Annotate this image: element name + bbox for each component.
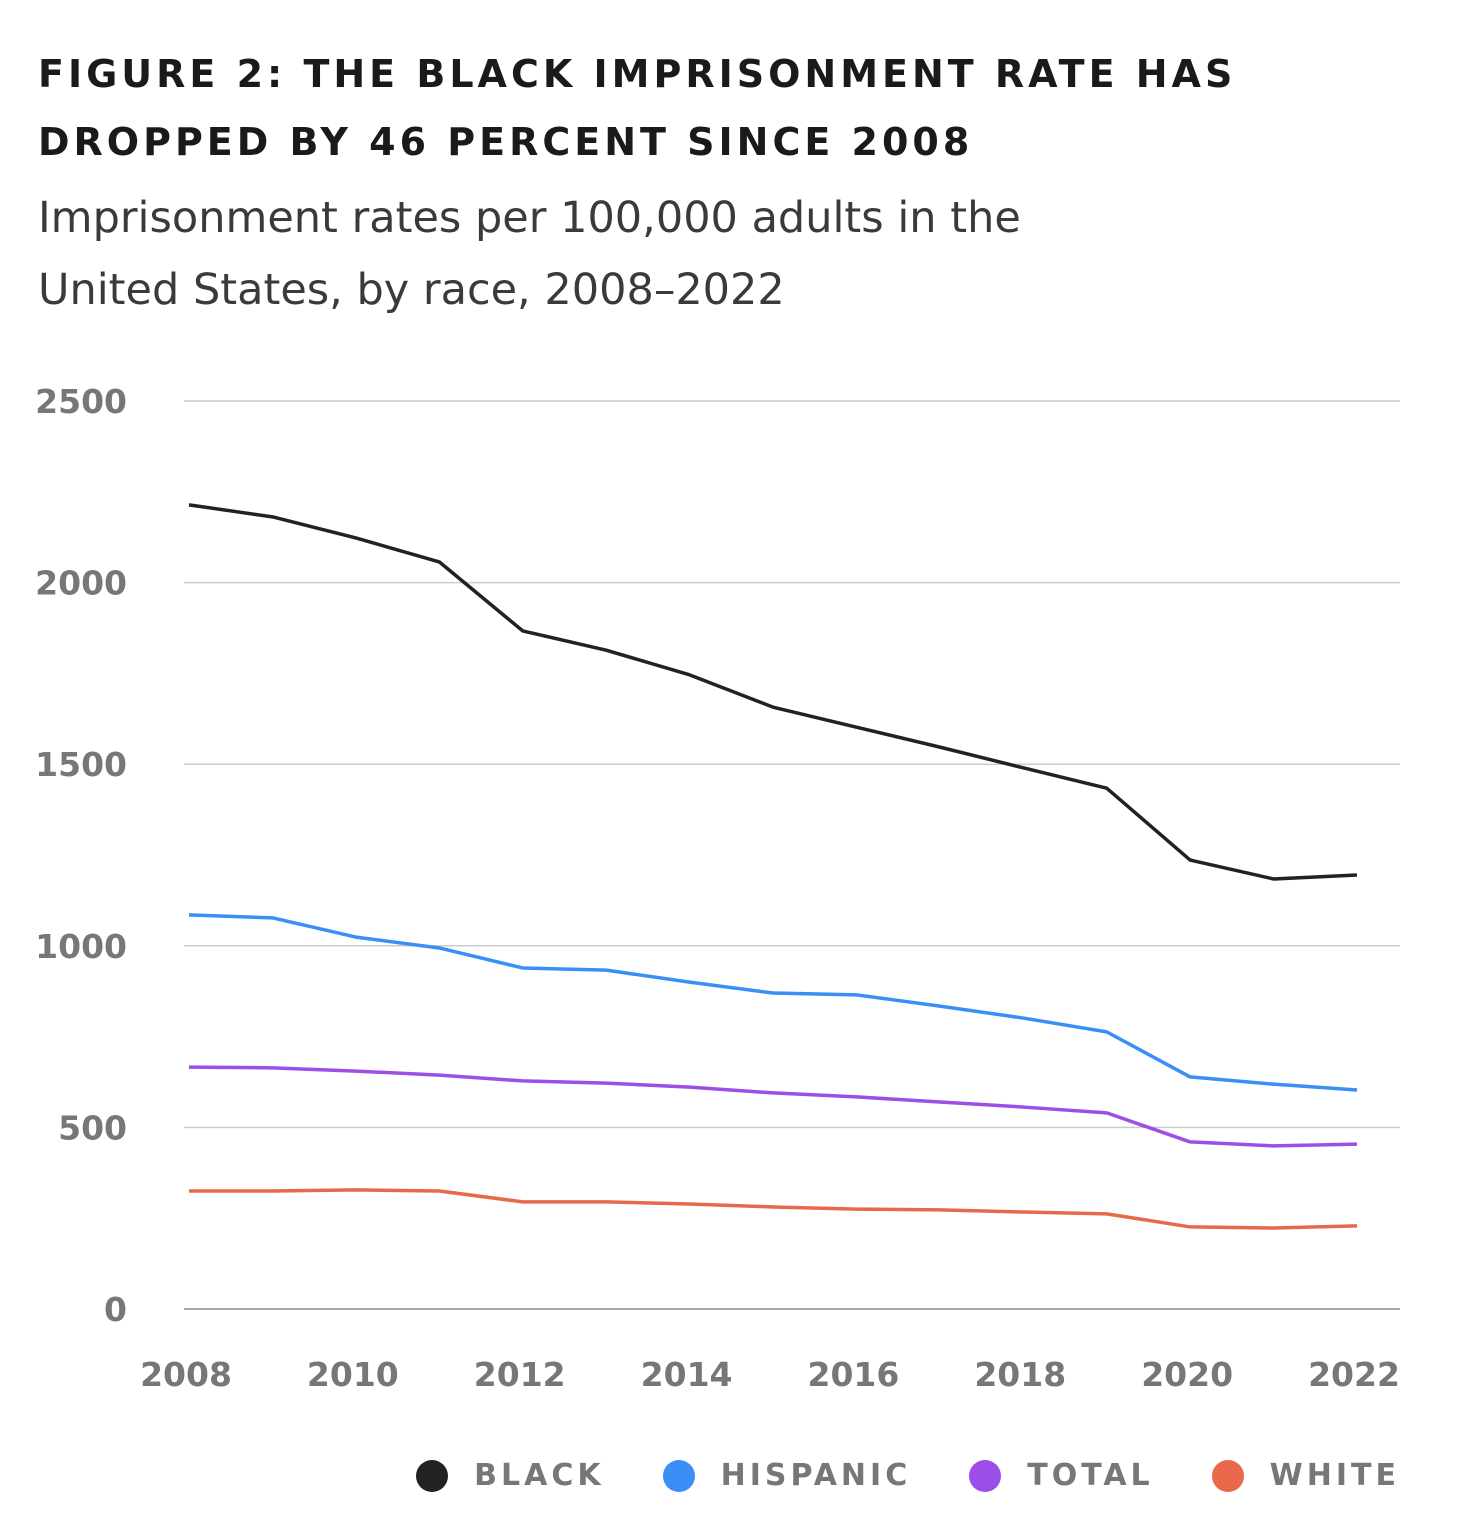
chart-subtitle: Imprisonment rates per 100,000 adults in… (38, 193, 1021, 315)
legend-dot-icon (969, 1459, 1002, 1492)
y-tick-label: 2500 (35, 382, 127, 421)
legend-item-black: BLACK (416, 1458, 604, 1493)
legend-item-white: WHITE (1211, 1458, 1400, 1493)
series-line-hispanic (188, 913, 1358, 1092)
legend-item-hispanic: HISPANIC (662, 1458, 912, 1493)
legend-dot-icon (416, 1459, 449, 1492)
series-line-total (188, 1065, 1358, 1148)
x-tick-label: 2008 (140, 1355, 232, 1394)
x-tick-label: 2018 (974, 1355, 1066, 1394)
x-tick-label: 2020 (1141, 1355, 1233, 1394)
legend-label: TOTAL (1027, 1458, 1154, 1493)
legend-label: WHITE (1269, 1458, 1400, 1493)
series-line-black (188, 503, 1358, 881)
y-tick-label: 2000 (35, 564, 127, 603)
legend-item-total: TOTAL (969, 1458, 1153, 1493)
x-tick-label: 2010 (307, 1355, 399, 1394)
legend-label: BLACK (474, 1458, 605, 1493)
series-line-white (189, 1188, 1358, 1230)
y-tick-label: 1000 (35, 927, 127, 966)
x-tick-label: 2022 (1308, 1355, 1400, 1394)
legend-dot-icon (1211, 1459, 1244, 1492)
chart-title: FIGURE 2: THE BLACK IMPRISONMENT RATE HA… (38, 52, 1237, 164)
x-tick-label: 2014 (641, 1355, 733, 1394)
legend-label: HISPANIC (720, 1458, 912, 1493)
y-tick-label: 1500 (35, 745, 127, 784)
y-tick-label: 0 (104, 1290, 127, 1329)
legend: BLACK HISPANIC TOTAL WHITE (358, 1458, 1400, 1493)
x-tick-label: 2016 (807, 1355, 899, 1394)
legend-dot-icon (662, 1459, 695, 1492)
y-tick-label: 500 (58, 1108, 127, 1147)
x-tick-label: 2012 (474, 1355, 566, 1394)
